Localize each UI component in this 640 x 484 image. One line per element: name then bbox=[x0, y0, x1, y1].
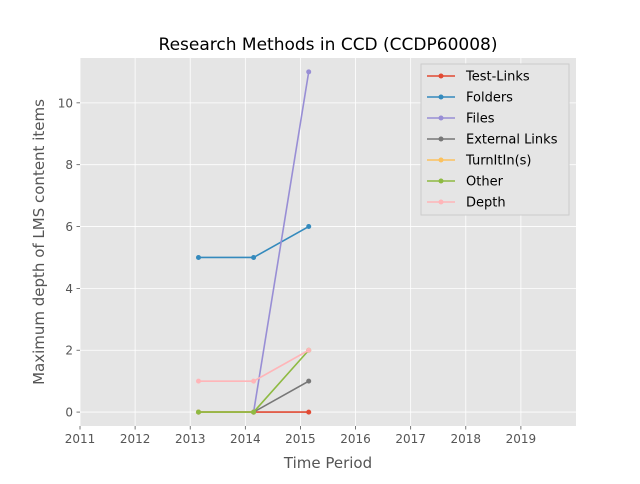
legend-label: Files bbox=[466, 112, 495, 127]
x-tick-label: 2014 bbox=[230, 432, 261, 446]
y-tick-label: 6 bbox=[65, 220, 73, 234]
legend: Test-Links Folders Files External Links Turn… bbox=[420, 63, 570, 216]
x-axis-ticks: 2011 2012 2013 2014 2015 2016 2017 2018 2019 bbox=[65, 426, 536, 446]
x-tick-label: 2017 bbox=[395, 432, 426, 446]
series-depth bbox=[195, 347, 312, 384]
y-tick-label: 4 bbox=[65, 282, 73, 296]
data-point-folders bbox=[251, 254, 257, 260]
data-point-folders bbox=[195, 254, 201, 260]
legend-label: Test-Links bbox=[465, 70, 530, 85]
x-tick-label: 2018 bbox=[451, 432, 482, 446]
x-tick-label: 2015 bbox=[285, 432, 316, 446]
legend-item-turnitin-s: TurnItIn(s) bbox=[427, 154, 531, 169]
legend-marker bbox=[438, 73, 444, 79]
legend-item-files: Files bbox=[427, 112, 495, 127]
legend-label: Folders bbox=[466, 91, 513, 106]
legend-marker bbox=[438, 136, 444, 142]
data-point-depth bbox=[195, 378, 201, 384]
y-tick-label: 0 bbox=[65, 406, 73, 420]
legend-marker bbox=[438, 157, 444, 163]
x-tick-label: 2012 bbox=[120, 432, 151, 446]
y-tick-label: 10 bbox=[58, 96, 73, 110]
data-point-test-links bbox=[306, 409, 312, 415]
x-axis-label: Time Period bbox=[283, 454, 372, 472]
y-axis-ticks: 0 2 4 6 8 10 bbox=[58, 96, 80, 420]
series-line-files bbox=[252, 71, 310, 413]
y-tick-label: 2 bbox=[65, 344, 73, 358]
legend-label: Depth bbox=[466, 196, 506, 211]
legend-marker bbox=[438, 94, 444, 100]
chart-title: Research Methods in CCD (CCDP60008) bbox=[159, 35, 498, 55]
x-tick-label: 2013 bbox=[175, 432, 206, 446]
legend-label: TurnItIn(s) bbox=[465, 154, 531, 169]
series-layer bbox=[195, 69, 312, 415]
data-point-files bbox=[306, 69, 312, 75]
legend-item-external-links: External Links bbox=[427, 133, 558, 148]
x-tick-label: 2016 bbox=[340, 432, 371, 446]
data-point-external-links bbox=[306, 378, 312, 384]
legend-item-other: Other bbox=[427, 175, 504, 190]
data-point-depth bbox=[251, 378, 257, 384]
legend-item-test-links: Test-Links bbox=[427, 70, 530, 85]
x-tick-label: 2011 bbox=[65, 432, 96, 446]
data-point-folders bbox=[306, 224, 312, 230]
data-point-other bbox=[195, 409, 201, 415]
data-point-depth bbox=[306, 347, 312, 353]
x-tick-label: 2019 bbox=[506, 432, 537, 446]
y-axis-label: Maximum depth of LMS content items bbox=[30, 99, 48, 385]
series-folders bbox=[195, 224, 312, 260]
data-point-other bbox=[251, 409, 257, 415]
y-tick-label: 8 bbox=[65, 158, 73, 172]
legend-marker bbox=[438, 115, 444, 121]
legend-label: Other bbox=[466, 175, 504, 190]
legend-marker bbox=[438, 199, 444, 205]
legend-item-depth: Depth bbox=[427, 196, 506, 211]
legend-marker bbox=[438, 178, 444, 184]
legend-label: External Links bbox=[466, 133, 558, 148]
legend-item-folders: Folders bbox=[427, 91, 513, 106]
